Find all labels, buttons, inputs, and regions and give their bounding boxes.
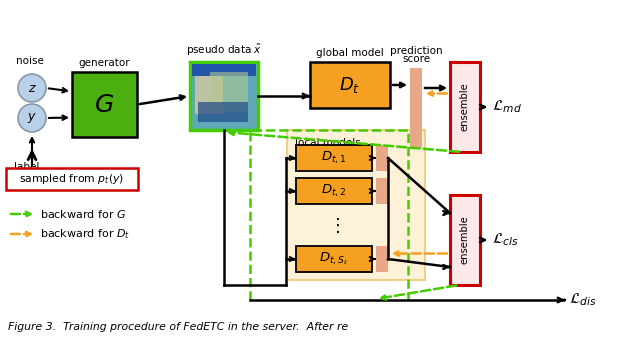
- FancyBboxPatch shape: [6, 168, 138, 190]
- Circle shape: [18, 74, 46, 102]
- FancyBboxPatch shape: [296, 145, 372, 171]
- Text: backward for $D_t$: backward for $D_t$: [40, 227, 130, 241]
- Text: $\mathcal{L}_{cls}$: $\mathcal{L}_{cls}$: [492, 232, 519, 248]
- FancyBboxPatch shape: [287, 130, 425, 280]
- Text: pseudo data $\tilde{x}$: pseudo data $\tilde{x}$: [186, 43, 262, 58]
- FancyBboxPatch shape: [450, 195, 480, 285]
- Text: global model: global model: [316, 48, 384, 58]
- FancyBboxPatch shape: [450, 62, 480, 152]
- Text: local models: local models: [295, 138, 361, 148]
- Text: backward for $G$: backward for $G$: [40, 208, 127, 220]
- FancyBboxPatch shape: [310, 62, 390, 108]
- Text: $\vdots$: $\vdots$: [328, 215, 340, 235]
- FancyBboxPatch shape: [190, 62, 258, 130]
- FancyBboxPatch shape: [376, 246, 388, 272]
- FancyBboxPatch shape: [192, 64, 256, 76]
- Text: $\mathcal{L}_{dis}$: $\mathcal{L}_{dis}$: [569, 291, 596, 308]
- Circle shape: [18, 104, 46, 132]
- FancyBboxPatch shape: [376, 178, 388, 204]
- Text: $G$: $G$: [95, 93, 115, 117]
- FancyBboxPatch shape: [72, 72, 137, 137]
- Text: $z$: $z$: [28, 82, 36, 94]
- FancyBboxPatch shape: [210, 72, 248, 112]
- FancyBboxPatch shape: [376, 145, 388, 171]
- Text: generator: generator: [79, 58, 131, 68]
- FancyBboxPatch shape: [296, 178, 372, 204]
- Text: ensemble: ensemble: [460, 83, 470, 132]
- Text: $y$: $y$: [27, 111, 37, 125]
- Text: sampled from $p_t(y)$: sampled from $p_t(y)$: [19, 172, 125, 186]
- Text: ensemble: ensemble: [460, 215, 470, 264]
- Text: $D_{t,2}$: $D_{t,2}$: [321, 183, 347, 199]
- Text: prediction: prediction: [390, 46, 442, 56]
- FancyBboxPatch shape: [195, 76, 223, 114]
- FancyBboxPatch shape: [410, 68, 422, 148]
- Text: label: label: [14, 162, 40, 172]
- Text: $D_{t,1}$: $D_{t,1}$: [321, 150, 347, 166]
- Text: score: score: [402, 54, 430, 64]
- Text: Figure 3.  Training procedure of FedETC in the server.  After re: Figure 3. Training procedure of FedETC i…: [8, 322, 348, 332]
- Text: $\mathcal{L}_{md}$: $\mathcal{L}_{md}$: [492, 99, 522, 115]
- FancyBboxPatch shape: [296, 246, 372, 272]
- Text: noise: noise: [16, 56, 44, 66]
- FancyBboxPatch shape: [198, 102, 248, 122]
- Text: $D_{t,S_t}$: $D_{t,S_t}$: [319, 251, 349, 267]
- Text: $D_t$: $D_t$: [339, 75, 360, 95]
